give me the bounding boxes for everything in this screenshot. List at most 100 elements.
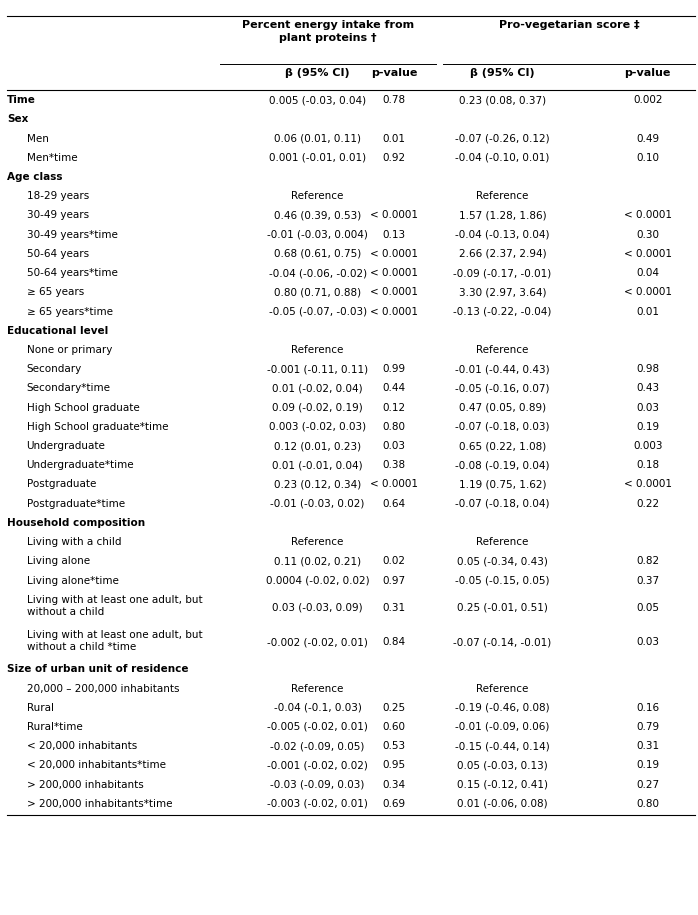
Text: -0.001 (-0.11, 0.11): -0.001 (-0.11, 0.11) — [267, 364, 368, 374]
Text: 0.003: 0.003 — [633, 441, 662, 451]
Text: -0.08 (-0.19, 0.04): -0.08 (-0.19, 0.04) — [455, 460, 550, 470]
Text: 0.44: 0.44 — [383, 383, 406, 393]
Text: < 0.0001: < 0.0001 — [624, 287, 671, 297]
Text: -0.01 (-0.44, 0.43): -0.01 (-0.44, 0.43) — [455, 364, 550, 374]
Text: < 0.0001: < 0.0001 — [371, 268, 418, 278]
Text: Living with a child: Living with a child — [27, 537, 121, 547]
Text: -0.13 (-0.22, -0.04): -0.13 (-0.22, -0.04) — [454, 307, 551, 317]
Text: -0.07 (-0.14, -0.01): -0.07 (-0.14, -0.01) — [454, 638, 551, 647]
Text: Living alone: Living alone — [27, 556, 89, 566]
Text: 0.19: 0.19 — [636, 422, 660, 432]
Text: 0.95: 0.95 — [383, 760, 406, 770]
Text: 0.03 (-0.03, 0.09): 0.03 (-0.03, 0.09) — [272, 603, 363, 612]
Text: -0.01 (-0.03, 0.02): -0.01 (-0.03, 0.02) — [270, 499, 365, 509]
Text: p-value: p-value — [625, 68, 671, 78]
Text: 0.27: 0.27 — [636, 780, 660, 790]
Text: 1.19 (0.75, 1.62): 1.19 (0.75, 1.62) — [459, 479, 547, 490]
Text: < 0.0001: < 0.0001 — [624, 249, 671, 259]
Text: 0.78: 0.78 — [383, 95, 406, 105]
Text: Living with at least one adult, but
without a child *time: Living with at least one adult, but with… — [27, 630, 202, 651]
Text: Time: Time — [7, 95, 36, 105]
Text: 3.30 (2.97, 3.64): 3.30 (2.97, 3.64) — [459, 287, 547, 297]
Text: 20,000 – 200,000 inhabitants: 20,000 – 200,000 inhabitants — [27, 684, 179, 694]
Text: 0.09 (-0.02, 0.19): 0.09 (-0.02, 0.19) — [272, 403, 363, 413]
Text: 0.18: 0.18 — [636, 460, 660, 470]
Text: 0.10: 0.10 — [637, 153, 659, 163]
Text: -0.001 (-0.02, 0.02): -0.001 (-0.02, 0.02) — [267, 760, 368, 770]
Text: -0.19 (-0.46, 0.08): -0.19 (-0.46, 0.08) — [455, 703, 550, 713]
Text: -0.04 (-0.1, 0.03): -0.04 (-0.1, 0.03) — [274, 703, 362, 713]
Text: -0.05 (-0.07, -0.03): -0.05 (-0.07, -0.03) — [269, 307, 366, 317]
Text: Age class: Age class — [7, 172, 63, 182]
Text: 0.31: 0.31 — [636, 741, 660, 751]
Text: 0.31: 0.31 — [383, 603, 406, 612]
Text: 0.22: 0.22 — [636, 499, 660, 509]
Text: 0.25: 0.25 — [383, 703, 406, 713]
Text: 0.11 (0.02, 0.21): 0.11 (0.02, 0.21) — [274, 556, 361, 566]
Text: 0.12 (0.01, 0.23): 0.12 (0.01, 0.23) — [274, 441, 361, 451]
Text: 0.19: 0.19 — [636, 760, 660, 770]
Text: -0.02 (-0.09, 0.05): -0.02 (-0.09, 0.05) — [270, 741, 365, 751]
Text: 0.0004 (-0.02, 0.02): 0.0004 (-0.02, 0.02) — [266, 576, 369, 586]
Text: -0.15 (-0.44, 0.14): -0.15 (-0.44, 0.14) — [455, 741, 550, 751]
Text: β (95% CI): β (95% CI) — [285, 68, 350, 78]
Text: Rural*time: Rural*time — [27, 722, 82, 732]
Text: 0.16: 0.16 — [636, 703, 660, 713]
Text: 0.25 (-0.01, 0.51): 0.25 (-0.01, 0.51) — [457, 603, 548, 612]
Text: β (95% CI): β (95% CI) — [470, 68, 535, 78]
Text: -0.01 (-0.03, 0.004): -0.01 (-0.03, 0.004) — [267, 230, 368, 240]
Text: -0.04 (-0.13, 0.04): -0.04 (-0.13, 0.04) — [455, 230, 550, 240]
Text: > 200,000 inhabitants: > 200,000 inhabitants — [27, 780, 143, 790]
Text: < 0.0001: < 0.0001 — [371, 210, 418, 221]
Text: Reference: Reference — [476, 191, 529, 201]
Text: 0.43: 0.43 — [636, 383, 660, 393]
Text: Reference: Reference — [476, 537, 529, 547]
Text: -0.07 (-0.26, 0.12): -0.07 (-0.26, 0.12) — [455, 134, 550, 144]
Text: < 20,000 inhabitants: < 20,000 inhabitants — [27, 741, 137, 751]
Text: 0.92: 0.92 — [383, 153, 406, 163]
Text: 0.84: 0.84 — [383, 638, 406, 647]
Text: 50-64 years*time: 50-64 years*time — [27, 268, 117, 278]
Text: 0.53: 0.53 — [383, 741, 406, 751]
Text: 50-64 years: 50-64 years — [27, 249, 89, 259]
Text: 30-49 years: 30-49 years — [27, 210, 89, 221]
Text: 0.23 (0.08, 0.37): 0.23 (0.08, 0.37) — [459, 95, 546, 105]
Text: 0.80: 0.80 — [637, 799, 659, 809]
Text: High School graduate: High School graduate — [27, 403, 140, 413]
Text: 0.002: 0.002 — [633, 95, 662, 105]
Text: Men: Men — [27, 134, 48, 144]
Text: 0.05 (-0.03, 0.13): 0.05 (-0.03, 0.13) — [457, 760, 548, 770]
Text: -0.003 (-0.02, 0.01): -0.003 (-0.02, 0.01) — [267, 799, 368, 809]
Text: -0.01 (-0.09, 0.06): -0.01 (-0.09, 0.06) — [455, 722, 550, 732]
Text: Educational level: Educational level — [7, 326, 108, 336]
Text: ≥ 65 years*time: ≥ 65 years*time — [27, 307, 112, 317]
Text: Postgraduate*time: Postgraduate*time — [27, 499, 125, 509]
Text: 0.68 (0.61, 0.75): 0.68 (0.61, 0.75) — [274, 249, 362, 259]
Text: Undergraduate*time: Undergraduate*time — [27, 460, 134, 470]
Text: Living alone*time: Living alone*time — [27, 576, 119, 586]
Text: Rural: Rural — [27, 703, 54, 713]
Text: Percent energy intake from
plant proteins †: Percent energy intake from plant protein… — [242, 20, 414, 42]
Text: 0.98: 0.98 — [636, 364, 660, 374]
Text: 18-29 years: 18-29 years — [27, 191, 89, 201]
Text: < 20,000 inhabitants*time: < 20,000 inhabitants*time — [27, 760, 165, 770]
Text: 0.03: 0.03 — [637, 638, 659, 647]
Text: 0.79: 0.79 — [636, 722, 660, 732]
Text: < 0.0001: < 0.0001 — [624, 479, 671, 490]
Text: 0.02: 0.02 — [383, 556, 406, 566]
Text: 0.34: 0.34 — [383, 780, 406, 790]
Text: Sex: Sex — [7, 114, 29, 124]
Text: -0.002 (-0.02, 0.01): -0.002 (-0.02, 0.01) — [267, 638, 368, 647]
Text: -0.07 (-0.18, 0.04): -0.07 (-0.18, 0.04) — [455, 499, 550, 509]
Text: 1.57 (1.28, 1.86): 1.57 (1.28, 1.86) — [459, 210, 547, 221]
Text: 0.82: 0.82 — [636, 556, 660, 566]
Text: 0.80: 0.80 — [383, 422, 406, 432]
Text: 0.60: 0.60 — [383, 722, 406, 732]
Text: Reference: Reference — [476, 345, 529, 355]
Text: 0.03: 0.03 — [637, 403, 659, 413]
Text: 0.37: 0.37 — [636, 576, 660, 586]
Text: p-value: p-value — [371, 68, 417, 78]
Text: 0.97: 0.97 — [383, 576, 406, 586]
Text: 30-49 years*time: 30-49 years*time — [27, 230, 117, 240]
Text: Undergraduate: Undergraduate — [27, 441, 105, 451]
